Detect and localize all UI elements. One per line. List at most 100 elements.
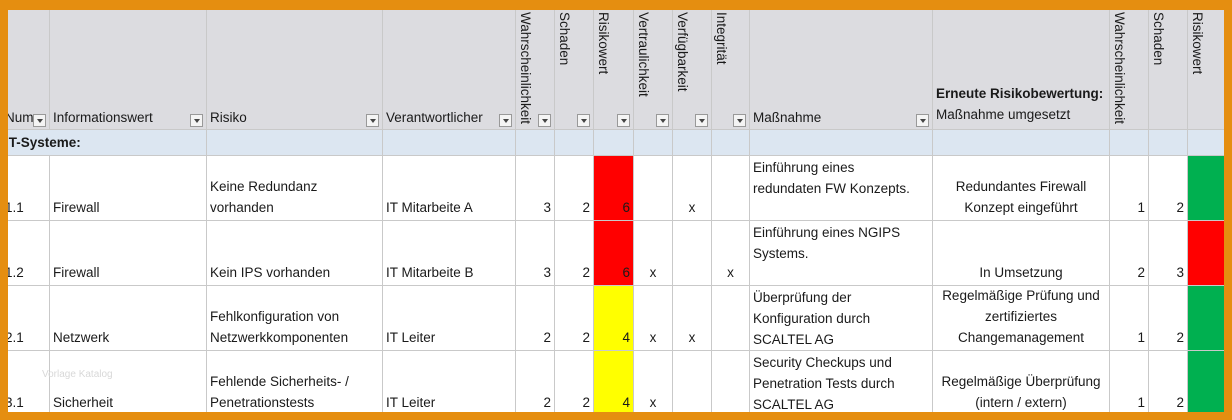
section-cell [750, 130, 933, 156]
header-cell: Schaden [1149, 10, 1188, 130]
data-cell: 3 [516, 156, 555, 221]
header-text: Risiko [210, 110, 247, 125]
section-cell [1149, 130, 1188, 156]
cell-text: 3 [543, 265, 551, 280]
header-text: Vertraulichkeit [636, 12, 651, 97]
section-cell [207, 130, 383, 156]
header-text: Maßnahme [753, 110, 822, 125]
data-cell: 1 [1110, 286, 1149, 351]
section-cell [933, 130, 1110, 156]
data-cell: 2 [555, 351, 594, 412]
data-cell: IT Leiter [383, 351, 516, 412]
data-cell: Fehlkonfiguration von Netzwerkkomponente… [207, 286, 383, 351]
cell-text: Firewall [53, 200, 100, 215]
section-cell [673, 130, 712, 156]
cell-text: 1.2 [8, 265, 24, 280]
cell-text: 2 [582, 200, 590, 215]
cell-text: 1 [1137, 200, 1145, 215]
cell-text: Security Checkups und Penetration Tests … [753, 355, 895, 412]
header-cell: Num [8, 10, 50, 130]
cell-text: Kein IPS vorhanden [210, 265, 331, 280]
spreadsheet: Num Informationswert Risiko Verantwortliche… [8, 10, 1224, 412]
cell-text: 6 [622, 200, 630, 215]
data-cell: Regelmäßige Prüfung und zertifiziertes C… [933, 286, 1110, 351]
data-cell: 1 [1110, 351, 1149, 412]
cell-text: x [688, 200, 696, 215]
filter-button[interactable] [577, 114, 590, 127]
data-cell: Sicherheit [50, 351, 207, 412]
header-cell: Risikowert [1188, 10, 1224, 130]
filter-button[interactable] [656, 114, 669, 127]
section-cell [1110, 130, 1149, 156]
header-cell: Integrität [712, 10, 750, 130]
data-cell: 2 [555, 156, 594, 221]
data-cell: Kein IPS vorhanden [207, 221, 383, 286]
data-cell: Regelmäßige Überprüfung (intern / extern… [933, 351, 1110, 412]
section-cell [1188, 130, 1224, 156]
data-cell: IT Mitarbeite B [383, 221, 516, 286]
data-cell: 2 [1188, 286, 1224, 351]
filter-button[interactable] [499, 114, 512, 127]
data-cell: 2 [555, 286, 594, 351]
data-cell: x [634, 351, 673, 412]
filter-button[interactable] [695, 114, 708, 127]
filter-button[interactable] [190, 114, 203, 127]
header-text: Verfügbarkeit [675, 12, 690, 92]
filter-button[interactable] [366, 114, 379, 127]
data-cell [712, 156, 750, 221]
section-cell [50, 130, 207, 156]
data-cell: x [712, 221, 750, 286]
section-cell [594, 130, 634, 156]
filter-button[interactable] [617, 114, 630, 127]
cell-text: 1 [1137, 330, 1145, 345]
cell-text: 2 [1137, 265, 1145, 280]
data-cell: IT Leiter [383, 286, 516, 351]
cell-text: Firewall [53, 265, 100, 280]
filter-button[interactable] [733, 114, 746, 127]
cell-text: Einführung eines redundaten FW Konzepts. [753, 160, 910, 196]
cell-text: 1 [1137, 395, 1145, 410]
header-cell: Wahrscheinlichkeit [1110, 10, 1149, 130]
data-cell: 6 [594, 156, 634, 221]
header-cell: Verfügbarkeit [673, 10, 712, 130]
header-text: Num [8, 110, 34, 125]
data-cell: x [673, 156, 712, 221]
header-subtitle: Maßnahme umgesetzt [936, 107, 1071, 122]
filter-button[interactable] [33, 114, 46, 127]
header-text: Risikowert [1190, 12, 1205, 75]
cell-text: Überprüfung der Konfiguration durch SCAL… [753, 290, 871, 347]
data-cell: 2 [1110, 221, 1149, 286]
cell-text: 3.1 [8, 395, 24, 410]
cell-text: Fehlkonfiguration von Netzwerkkomponente… [210, 309, 349, 345]
section-label: IT-Systeme: [8, 135, 81, 150]
header-text: Risikowert [596, 12, 611, 75]
header-text: Verantwortlicher [386, 110, 483, 125]
cell-text: 2 [582, 330, 590, 345]
data-cell: 2 [516, 286, 555, 351]
filter-button[interactable] [916, 114, 929, 127]
cell-text: 2.1 [8, 330, 24, 345]
cell-text: Keine Redundanz vorhanden [210, 179, 318, 215]
data-cell [673, 221, 712, 286]
header-text: Erneute Risikobewertung: Maßnahme umgeset… [933, 83, 1106, 129]
cell-text: 2 [1176, 200, 1184, 215]
data-cell: 2 [555, 221, 594, 286]
data-cell: 4 [594, 286, 634, 351]
data-cell: Firewall [50, 156, 207, 221]
data-cell: 1.2 [8, 221, 50, 286]
header-cell: Maßnahme [750, 10, 933, 130]
cell-text: Sicherheit [53, 395, 114, 410]
filter-button[interactable] [538, 114, 551, 127]
data-cell: Keine Redundanz vorhanden [207, 156, 383, 221]
data-cell: 3.1 [8, 351, 50, 412]
data-cell: Überprüfung der Konfiguration durch SCAL… [750, 286, 933, 351]
data-cell [712, 351, 750, 412]
header-text: Schaden [1151, 12, 1166, 66]
data-cell: 4 [594, 351, 634, 412]
data-cell: Security Checkups und Penetration Tests … [750, 351, 933, 412]
header-title: Erneute Risikobewertung: [936, 86, 1104, 101]
cell-text: IT Leiter [386, 330, 436, 345]
data-cell [712, 286, 750, 351]
data-cell: 3 [516, 221, 555, 286]
data-cell: 2 [1188, 156, 1224, 221]
